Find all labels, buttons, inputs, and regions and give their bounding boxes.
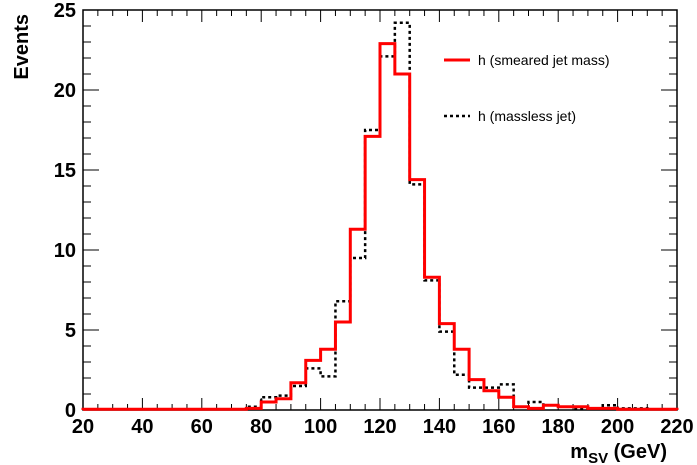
x-tick-label: 20 <box>72 416 94 438</box>
x-tick-label: 140 <box>423 416 456 438</box>
x-tick-label: 220 <box>660 416 693 438</box>
y-tick-label: 0 <box>65 400 76 422</box>
y-tick-label: 15 <box>54 160 76 182</box>
x-tick-label: 80 <box>250 416 272 438</box>
x-tick-label: 100 <box>304 416 337 438</box>
y-axis-tick-labels: 0 5 10 15 20 25 <box>54 0 76 422</box>
legend-label-massless-jet: h (massless jet) <box>478 108 576 124</box>
x-axis-title: mSV (GeV) <box>570 441 667 465</box>
legend: h (smeared jet mass) h (massless jet) <box>444 52 609 124</box>
y-tick-label: 25 <box>54 0 76 22</box>
y-axis-ticks <box>83 9 677 411</box>
y-tick-label: 20 <box>54 80 76 102</box>
legend-label-smeared-jet-mass: h (smeared jet mass) <box>478 52 609 68</box>
x-tick-label: 120 <box>363 416 396 438</box>
x-tick-label: 180 <box>542 416 575 438</box>
y-tick-label: 10 <box>54 240 76 262</box>
x-axis-title-unit: (GeV) <box>608 441 667 463</box>
y-tick-label: 5 <box>65 320 76 342</box>
x-axis-tick-labels: 20 40 60 80 100 120 140 160 180 200 220 <box>72 416 694 438</box>
y-axis-title: Events <box>11 14 33 80</box>
x-tick-label: 200 <box>601 416 634 438</box>
x-axis-title-main: m <box>570 441 588 463</box>
x-tick-label: 160 <box>482 416 515 438</box>
series-smeared-jet-mass-line <box>81 42 679 411</box>
x-tick-label: 60 <box>191 416 213 438</box>
x-axis-title-subscript: SV <box>588 450 608 465</box>
x-axis-ticks <box>82 10 678 410</box>
x-tick-label: 40 <box>131 416 153 438</box>
